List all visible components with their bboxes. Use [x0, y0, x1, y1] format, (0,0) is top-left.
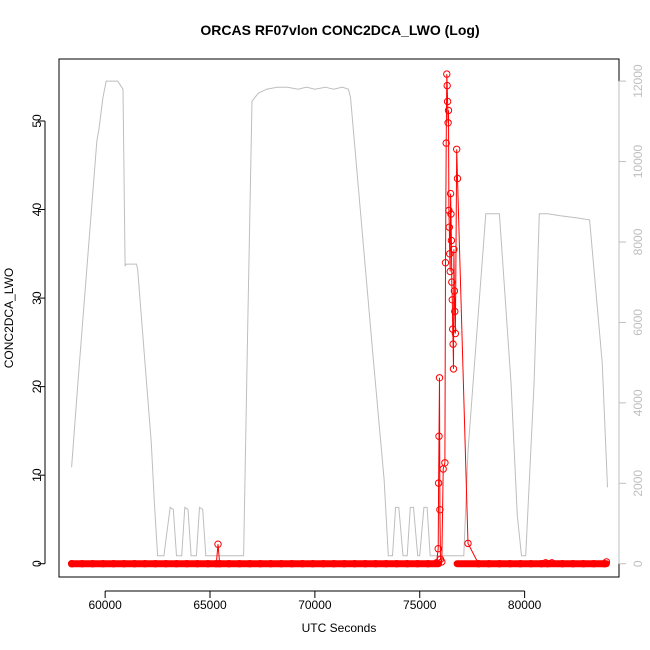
y-tick-label: 20 — [30, 380, 44, 394]
primary-series-group — [67, 70, 611, 568]
secondary-series-group — [71, 80, 608, 557]
series-line-0 — [71, 80, 608, 557]
data-point — [434, 479, 443, 487]
data-point — [450, 287, 459, 295]
data-point — [451, 307, 459, 316]
x-tick-label: 75000 — [403, 598, 437, 612]
x-tick-label: 70000 — [298, 598, 332, 612]
x-tick-label: 65000 — [193, 598, 227, 612]
x-axis-label: UTC Seconds — [302, 621, 377, 635]
data-point — [446, 267, 454, 276]
data-point — [445, 206, 453, 215]
data-point — [443, 81, 451, 90]
data-point — [436, 506, 444, 514]
data-point — [453, 145, 461, 154]
y-tick-label: 40 — [30, 203, 44, 217]
data-point — [448, 278, 456, 286]
x-tick-label: 80000 — [508, 598, 542, 612]
y-tick-label: 0 — [30, 560, 44, 567]
y2-tick-label: 10000 — [631, 145, 645, 179]
data-point — [443, 97, 452, 106]
data-point — [434, 545, 442, 553]
chart-title: ORCAS RF07vlon CONC2DCA_LWO (Log) — [200, 22, 479, 38]
y-axis-label: CONC2DCA_LWO — [2, 268, 16, 368]
y2-tick-label: 0 — [631, 560, 645, 567]
x-axis: 60000 65000 70000 75000 80000 — [88, 590, 542, 612]
data-point — [435, 374, 444, 382]
data-point — [446, 250, 454, 258]
data-point — [214, 540, 222, 548]
y2-tick-label: 2000 — [631, 470, 645, 497]
data-point — [448, 296, 456, 304]
data-point — [441, 259, 450, 267]
data-point — [447, 236, 456, 245]
y2-tick-label: 6000 — [631, 309, 645, 336]
data-point — [442, 139, 450, 147]
y2-tick-label: 8000 — [631, 228, 645, 255]
y2-tick-label: 12000 — [631, 64, 645, 98]
data-point — [446, 189, 455, 198]
y-axis-left: 0 10 20 30 40 50 — [30, 114, 46, 567]
data-point — [447, 210, 455, 218]
data-point — [464, 539, 472, 548]
x-tick-label: 60000 — [88, 598, 122, 612]
y-tick-label: 10 — [30, 468, 44, 482]
data-point — [453, 174, 462, 183]
data-point — [449, 365, 458, 373]
data-point — [441, 459, 449, 467]
y-tick-label: 50 — [30, 114, 44, 128]
y-axis-right: 0 2000 4000 6000 8000 10000 12000 — [618, 64, 645, 567]
data-point — [451, 329, 460, 338]
data-point — [450, 245, 458, 254]
y2-tick-label: 4000 — [631, 389, 645, 416]
data-point — [444, 106, 453, 115]
data-point — [435, 432, 443, 440]
y-tick-label: 30 — [30, 291, 44, 305]
data-point — [449, 340, 457, 348]
data-point — [444, 119, 452, 127]
data-point — [443, 70, 451, 78]
data-point — [445, 223, 453, 231]
